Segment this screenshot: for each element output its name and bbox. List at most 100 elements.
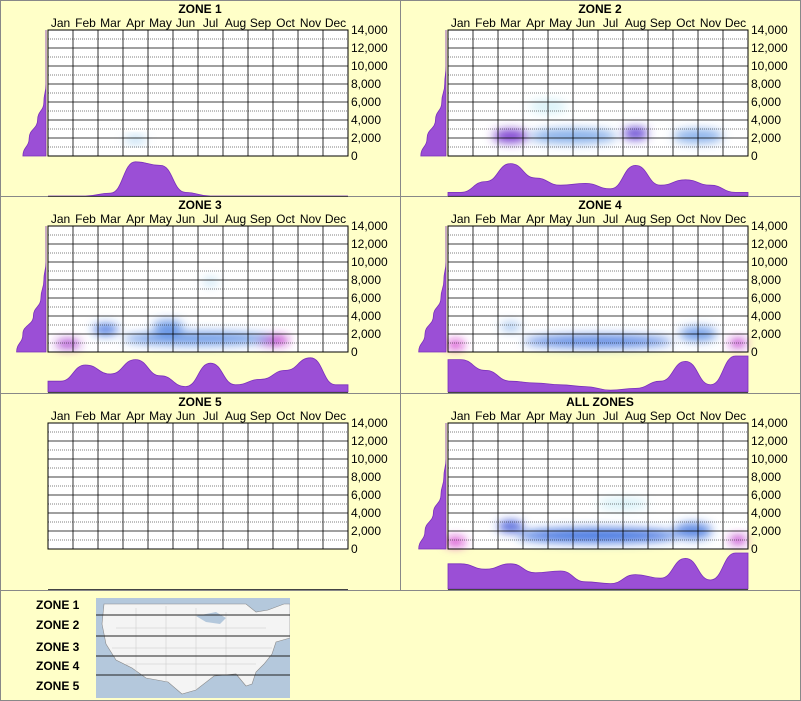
month-label-jan: Jan [451, 409, 470, 423]
y-tick-label: 8,000 [751, 273, 781, 287]
monthly-profile [447, 163, 749, 197]
y-tick-label: 10,000 [751, 255, 788, 269]
y-tick-label: 4,000 [351, 506, 381, 520]
month-label-nov: Nov [700, 409, 721, 423]
y-tick-label: 12,000 [751, 434, 788, 448]
panel-title: ZONE 1 [178, 2, 222, 16]
legend-zone-5-label: ZONE 5 [36, 679, 80, 693]
y-tick-label: 12,000 [351, 41, 388, 55]
month-label-may: May [149, 409, 172, 423]
month-label-mar: Mar [500, 16, 521, 30]
monthly-profile [48, 161, 348, 197]
month-label-nov: Nov [700, 16, 721, 30]
month-label-sep: Sep [250, 212, 272, 226]
month-label-dec: Dec [325, 16, 346, 30]
y-tick-label: 0 [751, 345, 758, 359]
panel-title: ZONE 5 [178, 395, 222, 409]
month-label-jan: Jan [51, 16, 70, 30]
legend-zone-4-label: ZONE 4 [36, 659, 80, 673]
month-label-sep: Sep [250, 409, 272, 423]
month-label-jan: Jan [451, 212, 470, 226]
panel-title: ZONE 4 [578, 198, 622, 212]
month-label-aug: Aug [225, 16, 246, 30]
month-label-feb: Feb [475, 212, 496, 226]
month-label-jul: Jul [203, 212, 218, 226]
elevation-profile [418, 423, 447, 550]
y-tick-label: 14,000 [751, 23, 788, 37]
y-tick-label: 0 [351, 345, 358, 359]
heat-cell [493, 129, 528, 143]
y-tick-label: 12,000 [351, 434, 388, 448]
month-label-may: May [149, 16, 172, 30]
month-label-oct: Oct [676, 16, 695, 30]
month-label-feb: Feb [75, 16, 96, 30]
zone-panel-5: ZONE 5 Jan Feb Mar Apr May Jun Jul Aug Sep Oct Nov D… [47, 395, 388, 590]
month-label-jun: Jun [576, 409, 595, 423]
us-map-image [96, 598, 290, 698]
y-tick-label: 6,000 [751, 95, 781, 109]
month-label-apr: Apr [126, 212, 145, 226]
month-label-dec: Dec [725, 212, 746, 226]
month-label-dec: Dec [725, 409, 746, 423]
month-label-aug: Aug [625, 212, 646, 226]
month-label-mar: Mar [100, 409, 121, 423]
month-label-dec: Dec [325, 409, 346, 423]
elevation-profile [420, 30, 447, 157]
month-label-mar: Mar [100, 16, 121, 30]
zone-panel-2: ZONE 2 Jan Feb Mar Apr May Jun Jul Aug Sep Oct Nov D… [420, 2, 788, 197]
y-tick-label: 6,000 [351, 488, 381, 502]
y-tick-label: 12,000 [751, 237, 788, 251]
panel-title: ALL ZONES [566, 395, 634, 409]
heat-cell [500, 322, 521, 331]
month-label-jul: Jul [603, 409, 618, 423]
month-label-may: May [549, 212, 572, 226]
y-tick-label: 10,000 [351, 255, 388, 269]
y-tick-label: 2,000 [751, 131, 781, 145]
month-label-oct: Oct [276, 409, 295, 423]
month-label-sep: Sep [650, 16, 672, 30]
zone-panel-1: ZONE 1 Jan Feb Mar Apr May Jun Jul Aug Sep Oct Nov D… [22, 2, 388, 197]
y-tick-label: 2,000 [351, 524, 381, 538]
month-label-oct: Oct [276, 16, 295, 30]
plot-border [447, 29, 749, 157]
plot-border [47, 29, 349, 157]
month-label-oct: Oct [276, 212, 295, 226]
y-tick-label: 2,000 [351, 131, 381, 145]
month-label-aug: Aug [225, 212, 246, 226]
month-label-aug: Aug [625, 409, 646, 423]
month-label-jan: Jan [51, 409, 70, 423]
y-tick-label: 10,000 [351, 59, 388, 73]
heatmap-layer [124, 135, 147, 144]
y-tick-label: 2,000 [751, 327, 781, 341]
month-label-feb: Feb [75, 212, 96, 226]
month-label-nov: Nov [700, 212, 721, 226]
y-tick-label: 6,000 [351, 95, 381, 109]
elevation-profile [22, 30, 47, 157]
y-tick-label: 10,000 [351, 452, 388, 466]
y-tick-label: 0 [351, 149, 358, 163]
y-tick-label: 8,000 [751, 77, 781, 91]
month-label-nov: Nov [300, 212, 321, 226]
heat-cell [446, 340, 465, 349]
zone-panel-6: ALL ZONES Jan Feb Mar Apr May Jun Jul Aug Sep Oct N… [418, 395, 788, 590]
month-label-jun: Jun [176, 16, 195, 30]
heat-cell [93, 324, 118, 335]
elevation-profile [418, 226, 447, 353]
month-label-may: May [149, 212, 172, 226]
panel-title: ZONE 3 [178, 198, 222, 212]
month-label-jun: Jun [576, 16, 595, 30]
legend-zone-1-label: ZONE 1 [36, 598, 80, 612]
month-label-sep: Sep [650, 212, 672, 226]
plot-border [447, 225, 749, 353]
month-label-feb: Feb [475, 409, 496, 423]
month-label-may: May [549, 409, 572, 423]
monthly-profile [47, 357, 349, 393]
y-tick-label: 4,000 [351, 309, 381, 323]
y-tick-label: 12,000 [751, 41, 788, 55]
y-tick-label: 8,000 [351, 273, 381, 287]
y-tick-label: 6,000 [751, 291, 781, 305]
month-label-apr: Apr [126, 409, 145, 423]
y-tick-label: 8,000 [751, 470, 781, 484]
y-tick-label: 2,000 [751, 524, 781, 538]
